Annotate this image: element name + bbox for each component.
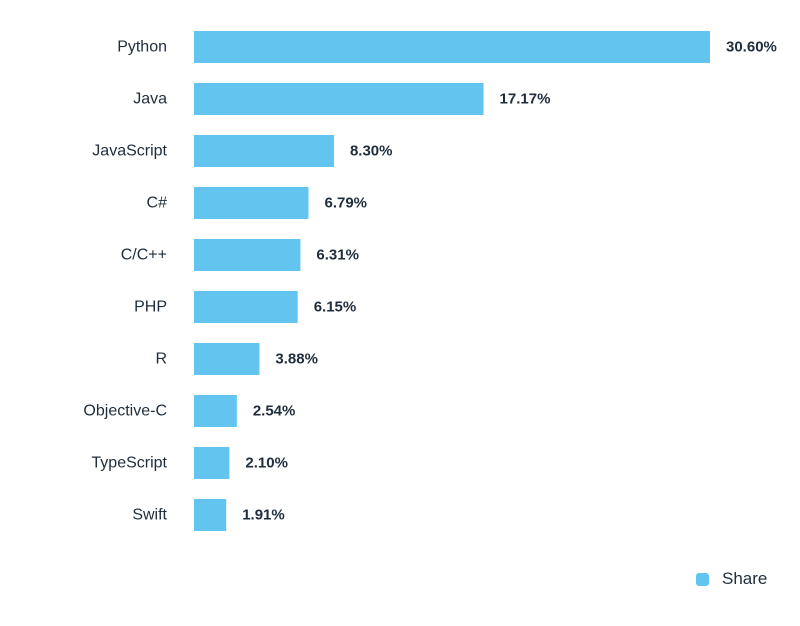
data-label: 6.79% [324,195,367,212]
category-label: Python [117,39,167,56]
bar[interactable] [194,83,484,115]
category-label: JavaScript [92,143,167,160]
data-label: 8.30% [350,143,393,160]
data-label: 17.17% [500,91,551,108]
category-label: TypeScript [91,455,167,472]
data-label: 3.88% [275,351,318,368]
legend-label: Share [722,569,768,588]
bar[interactable] [194,239,301,271]
bar[interactable] [194,291,298,323]
category-label: Java [133,91,167,108]
bar[interactable] [194,395,237,427]
legend[interactable]: Share [696,569,767,589]
category-label: R [155,351,167,368]
legend-swatch [696,572,709,586]
data-label: 30.60% [726,39,777,56]
category-label: C# [147,195,168,212]
data-label: 2.54% [253,403,296,420]
data-label: 2.10% [245,455,288,472]
category-label: Objective-C [83,403,167,420]
data-label: 6.15% [314,299,357,316]
bar[interactable] [194,447,230,479]
category-label: Swift [132,507,167,524]
bar[interactable] [194,187,309,219]
category-label: C/C++ [121,247,167,264]
bar[interactable] [194,31,710,63]
category-label: PHP [134,299,167,316]
bar[interactable] [194,343,260,375]
bars-group: Python 30.60% Java 17.17% JavaScript 8.30% C# 6… [83,31,777,531]
data-label: 1.91% [242,507,285,524]
bar[interactable] [194,135,334,167]
data-label: 6.31% [316,247,359,264]
bar[interactable] [194,499,227,531]
